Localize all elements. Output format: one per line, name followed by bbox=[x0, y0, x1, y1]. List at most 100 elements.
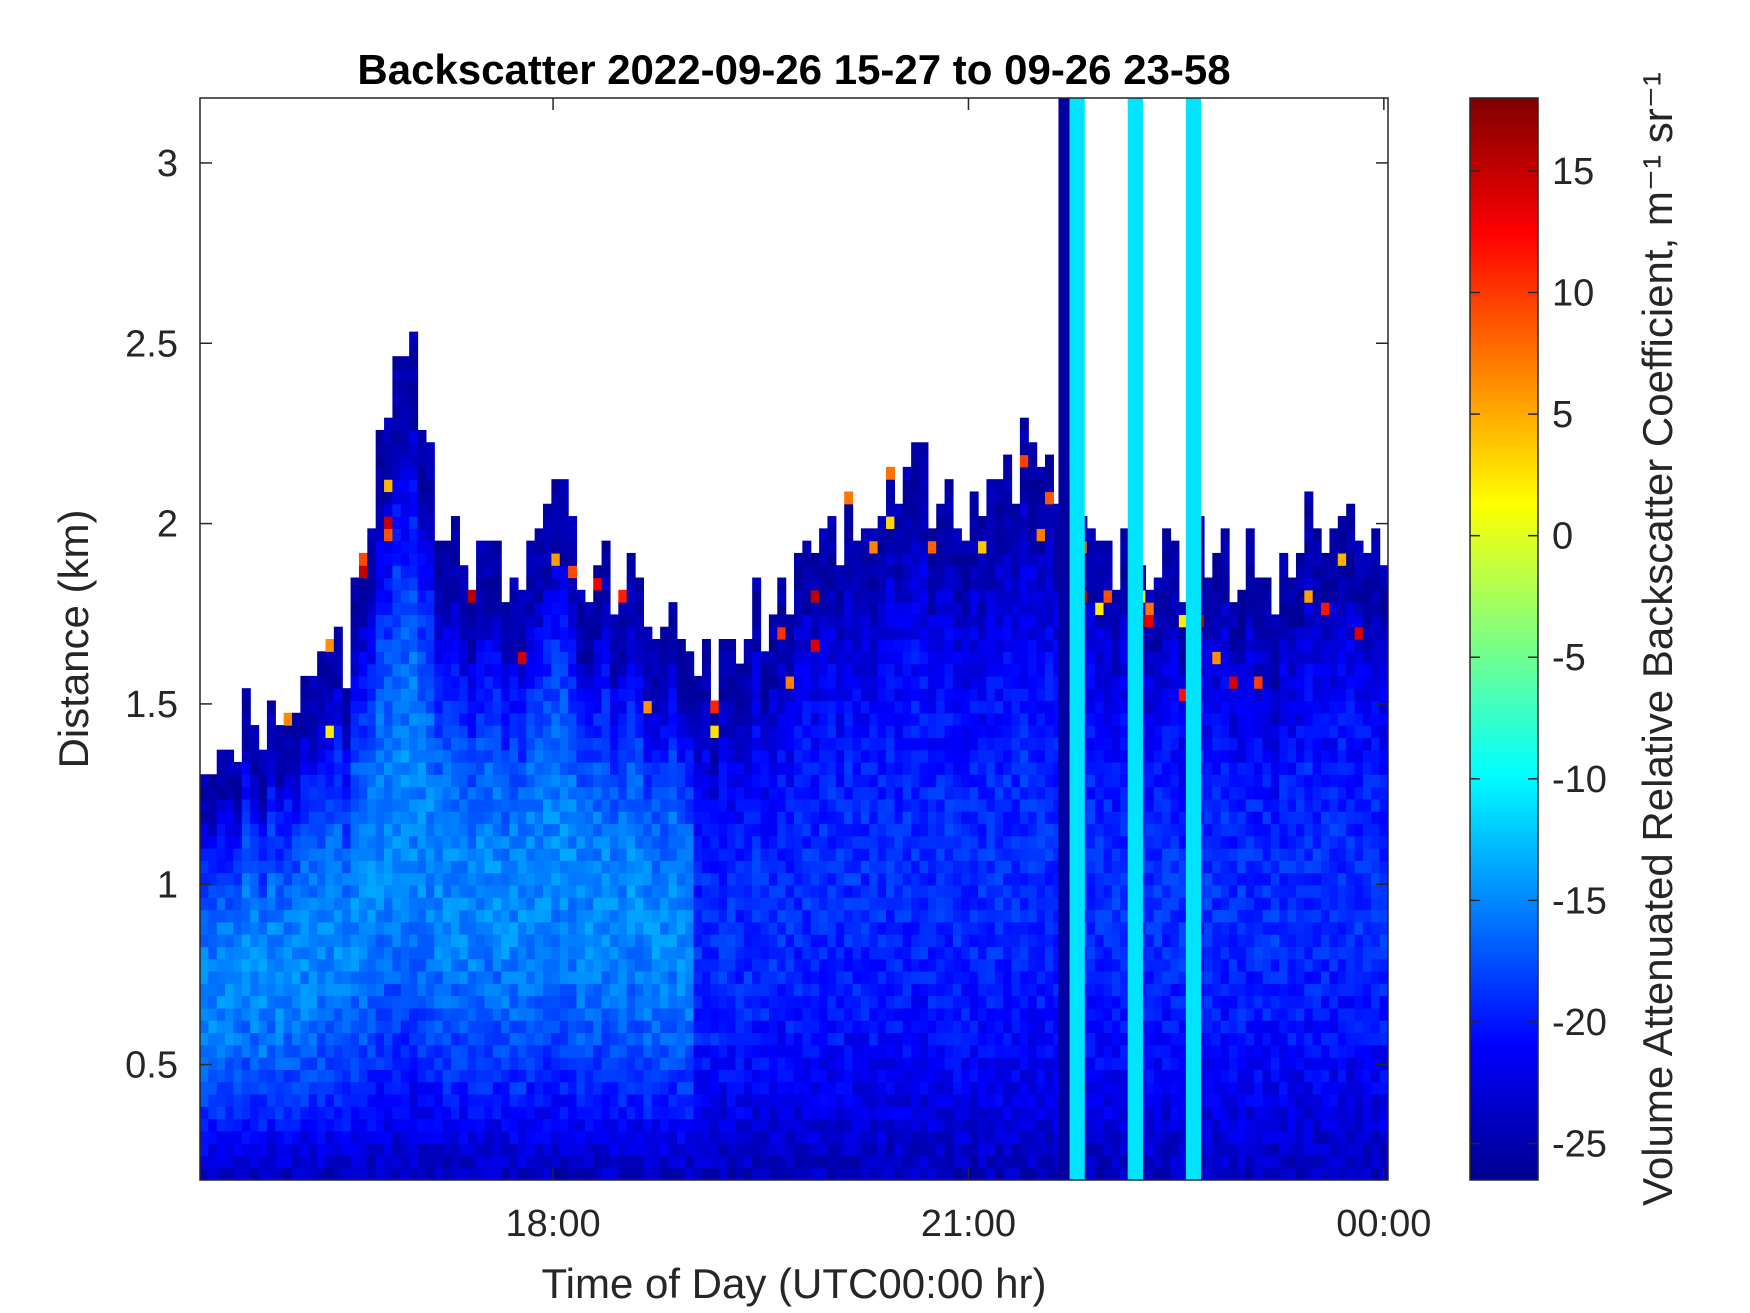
heatmap-cell bbox=[300, 1155, 310, 1169]
heatmap-cell bbox=[450, 1093, 460, 1107]
heatmap-cell bbox=[283, 712, 293, 726]
heatmap-cell bbox=[651, 688, 661, 702]
heatmap-cell bbox=[534, 565, 544, 579]
heatmap-cell bbox=[241, 897, 251, 911]
heatmap-cell bbox=[835, 970, 845, 984]
heatmap-cell bbox=[266, 872, 276, 886]
heatmap-cell bbox=[794, 602, 803, 616]
heatmap-cell bbox=[626, 909, 636, 923]
heatmap-cell bbox=[350, 983, 360, 997]
heatmap-cell bbox=[618, 1069, 628, 1083]
heatmap-cell bbox=[400, 946, 410, 960]
heatmap-cell bbox=[685, 1081, 695, 1095]
heatmap-cell bbox=[994, 700, 1004, 714]
heatmap-cell bbox=[200, 774, 209, 788]
heatmap-cell bbox=[676, 712, 686, 726]
heatmap-cell bbox=[1028, 1069, 1038, 1083]
heatmap-cell bbox=[526, 565, 536, 579]
heatmap-cell bbox=[584, 602, 594, 616]
heatmap-cell bbox=[752, 1032, 762, 1046]
heatmap-cell bbox=[668, 983, 678, 997]
heatmap-cell bbox=[450, 577, 460, 591]
heatmap-cell bbox=[668, 970, 678, 984]
heatmap-cell bbox=[225, 1069, 235, 1083]
heatmap-cell bbox=[233, 823, 243, 837]
heatmap-cell bbox=[768, 761, 778, 775]
heatmap-cell bbox=[752, 761, 762, 775]
heatmap-cell bbox=[392, 872, 402, 886]
heatmap-cell bbox=[986, 995, 996, 1009]
heatmap-cell bbox=[710, 934, 720, 947]
heatmap-cell bbox=[517, 663, 527, 677]
heatmap-cell bbox=[810, 983, 820, 997]
heatmap-cell bbox=[434, 737, 444, 751]
heatmap-cell bbox=[233, 774, 243, 788]
heatmap-cell bbox=[978, 958, 988, 972]
heatmap-cell bbox=[442, 1057, 452, 1070]
heatmap-cell bbox=[668, 823, 678, 837]
heatmap-cell bbox=[283, 774, 293, 788]
heatmap-cell bbox=[434, 1118, 444, 1132]
heatmap-cell bbox=[969, 1155, 979, 1169]
heatmap-cell bbox=[517, 614, 527, 628]
heatmap-cell bbox=[300, 1032, 310, 1046]
heatmap-cell bbox=[333, 1106, 343, 1120]
heatmap-cell bbox=[785, 688, 795, 702]
heatmap-cell bbox=[886, 712, 895, 726]
heatmap-cell bbox=[886, 786, 895, 800]
heatmap-cell bbox=[676, 970, 686, 984]
heatmap-cell bbox=[568, 1044, 578, 1058]
heatmap-cell bbox=[626, 1118, 636, 1132]
heatmap-cell bbox=[333, 1044, 343, 1058]
heatmap-cell bbox=[1003, 749, 1013, 763]
heatmap-cell bbox=[392, 970, 402, 984]
heatmap-cell bbox=[434, 1044, 444, 1058]
heatmap-cell bbox=[417, 921, 427, 935]
heatmap-cell bbox=[584, 897, 594, 911]
heatmap-cell bbox=[266, 725, 276, 738]
heatmap-cell bbox=[568, 860, 578, 874]
heatmap-cell bbox=[643, 626, 653, 640]
heatmap-cell bbox=[450, 970, 460, 984]
heatmap-cell bbox=[978, 565, 988, 579]
heatmap-cell bbox=[492, 921, 502, 935]
heatmap-cell bbox=[635, 602, 645, 616]
heatmap-cell bbox=[258, 897, 268, 911]
heatmap-cell bbox=[727, 639, 737, 652]
heatmap-cell bbox=[819, 651, 829, 665]
heatmap-cell bbox=[375, 970, 385, 984]
heatmap-cell bbox=[994, 688, 1004, 702]
heatmap-cell bbox=[626, 970, 636, 984]
heatmap-cell bbox=[241, 1093, 251, 1107]
heatmap-cell bbox=[342, 725, 352, 738]
heatmap-cell bbox=[333, 774, 343, 788]
heatmap-cell bbox=[768, 823, 778, 837]
heatmap-cell bbox=[509, 749, 519, 763]
heatmap-cell bbox=[526, 1069, 536, 1083]
heatmap-cell bbox=[609, 639, 619, 652]
heatmap-cell bbox=[727, 774, 737, 788]
heatmap-cell bbox=[434, 1020, 444, 1034]
heatmap-cell bbox=[384, 749, 394, 763]
heatmap-cell bbox=[877, 516, 887, 529]
heatmap-cell bbox=[275, 749, 285, 763]
heatmap-cell bbox=[819, 602, 829, 616]
heatmap-cell bbox=[476, 774, 486, 788]
heatmap-cell bbox=[752, 712, 762, 726]
heatmap-cell bbox=[618, 1118, 628, 1132]
heatmap-cell bbox=[384, 1093, 394, 1107]
heatmap-cell bbox=[994, 1081, 1004, 1095]
heatmap-cell bbox=[317, 823, 327, 837]
heatmap-cell bbox=[777, 921, 787, 935]
heatmap-cell bbox=[810, 897, 820, 911]
heatmap-cell bbox=[852, 798, 862, 812]
heatmap-cell bbox=[367, 725, 377, 738]
heatmap-cell bbox=[459, 995, 469, 1009]
heatmap-cell bbox=[852, 761, 862, 775]
heatmap-cell bbox=[835, 946, 845, 960]
heatmap-cell bbox=[308, 934, 318, 947]
heatmap-cell bbox=[1019, 675, 1029, 689]
heatmap-cell bbox=[1003, 1130, 1013, 1144]
heatmap-cell bbox=[819, 688, 829, 702]
heatmap-cell bbox=[794, 1081, 803, 1095]
